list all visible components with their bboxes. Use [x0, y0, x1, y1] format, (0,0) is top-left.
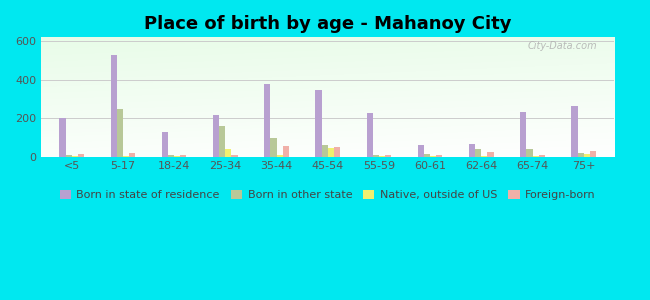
Bar — [379, 156, 385, 157]
Bar — [418, 145, 424, 157]
Bar — [59, 118, 66, 157]
Bar — [72, 156, 78, 157]
Bar — [78, 154, 84, 157]
Bar — [226, 148, 231, 157]
Bar — [334, 147, 340, 157]
Bar — [430, 156, 436, 157]
Bar — [283, 146, 289, 157]
Bar — [111, 55, 117, 157]
Bar — [174, 156, 180, 157]
Text: City-Data.com: City-Data.com — [528, 41, 597, 51]
Bar — [385, 155, 391, 157]
Bar — [526, 149, 532, 157]
Bar — [231, 155, 238, 157]
Legend: Born in state of residence, Born in other state, Native, outside of US, Foreign-: Born in state of residence, Born in othe… — [55, 186, 600, 205]
Bar — [276, 155, 283, 157]
Bar — [213, 115, 219, 157]
Title: Place of birth by age - Mahanoy City: Place of birth by age - Mahanoy City — [144, 15, 512, 33]
Bar — [117, 109, 123, 157]
Bar — [168, 155, 174, 157]
Bar — [270, 138, 276, 157]
Bar — [578, 153, 584, 157]
Bar — [219, 126, 226, 157]
Bar — [367, 113, 372, 157]
Bar — [469, 143, 475, 157]
Bar — [66, 155, 72, 157]
Bar — [180, 155, 187, 157]
Bar — [162, 132, 168, 157]
Bar — [520, 112, 526, 157]
Bar — [372, 155, 379, 157]
Bar — [424, 154, 430, 157]
Bar — [584, 154, 590, 157]
Bar — [328, 148, 334, 157]
Bar — [322, 146, 328, 157]
Bar — [488, 152, 493, 157]
Bar — [532, 156, 539, 157]
Bar — [315, 90, 322, 157]
Bar — [475, 149, 481, 157]
Bar — [539, 155, 545, 157]
Bar — [129, 153, 135, 157]
Bar — [436, 155, 443, 157]
Bar — [590, 151, 596, 157]
Bar — [264, 85, 270, 157]
Bar — [123, 156, 129, 157]
Bar — [571, 106, 578, 157]
Bar — [481, 156, 488, 157]
